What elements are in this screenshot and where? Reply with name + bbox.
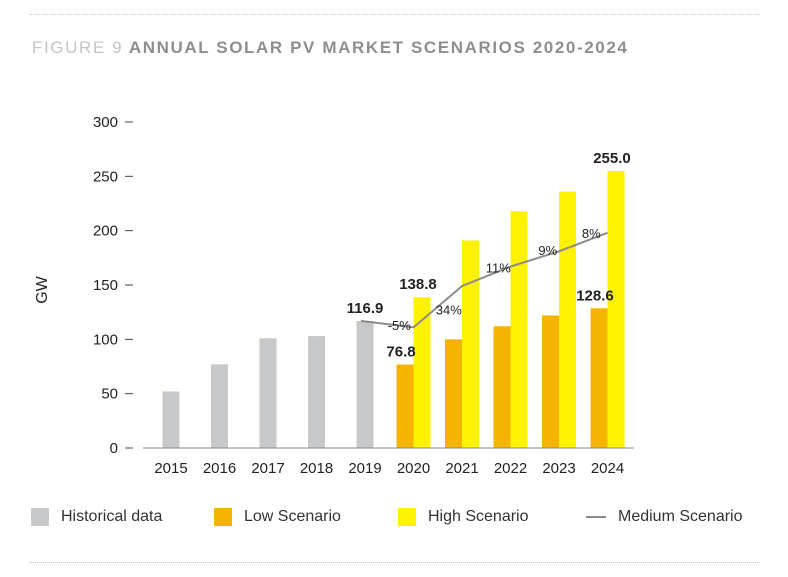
growth-label: -5% bbox=[388, 318, 412, 333]
y-tick-label: 100 bbox=[93, 331, 118, 348]
bar-historical bbox=[308, 336, 325, 448]
top-divider bbox=[30, 14, 760, 15]
x-tick-label: 2017 bbox=[251, 460, 284, 477]
data-label: 76.8 bbox=[386, 344, 415, 361]
x-axis: 2015 2016 2017 2018 2019 2020 2021 2022 2023 2024 bbox=[143, 447, 634, 477]
legend-swatch-medium bbox=[586, 516, 606, 518]
data-label: 116.9 bbox=[347, 300, 384, 317]
x-tick-label: 2024 bbox=[591, 460, 624, 477]
medium-scenario-line bbox=[360, 231, 608, 329]
legend-item-low: Low Scenario bbox=[214, 508, 341, 526]
legend-swatch-historical bbox=[31, 508, 49, 526]
legend-item-high: High Scenario bbox=[398, 508, 529, 526]
bar-low-scenario bbox=[493, 326, 511, 448]
x-tick-label: 2016 bbox=[203, 460, 236, 477]
y-tick-label: 300 bbox=[93, 114, 118, 131]
legend: Historical data Low Scenario High Scenar… bbox=[0, 508, 788, 534]
growth-label: 34% bbox=[436, 303, 462, 318]
bar-low-scenario bbox=[445, 339, 462, 448]
data-labels: 116.9 138.8 76.8 255.0 128.6 -5% 34% 11% 9% 8% bbox=[347, 150, 631, 361]
x-tick-label: 2018 bbox=[300, 460, 333, 477]
growth-label: 9% bbox=[538, 243, 557, 258]
x-tick-label: 2020 bbox=[397, 460, 430, 477]
bar-low-scenario bbox=[542, 315, 559, 448]
medium-scenario-line-group bbox=[360, 231, 608, 329]
x-tick-label: 2019 bbox=[348, 460, 381, 477]
x-tick-label: 2022 bbox=[494, 460, 527, 477]
figure-title: FIGURE 9 ANNUAL SOLAR PV MARKET SCENARIO… bbox=[32, 38, 628, 58]
x-tick-label: 2021 bbox=[445, 460, 478, 477]
bar-historical bbox=[259, 338, 277, 448]
bar-low-scenario bbox=[590, 308, 608, 448]
bottom-divider bbox=[30, 562, 760, 563]
data-label: 128.6 bbox=[576, 287, 614, 304]
y-tick-label: 150 bbox=[93, 277, 118, 294]
figure-title-text: ANNUAL SOLAR PV MARKET SCENARIOS 2020-20… bbox=[128, 38, 629, 57]
bar-chart: 0 50 100 150 200 250 300 GW 116.9 138.8 76.8 255.… bbox=[34, 114, 634, 477]
bar-historical bbox=[211, 364, 228, 448]
legend-item-historical: Historical data bbox=[31, 508, 162, 526]
bar-high-scenario bbox=[559, 191, 576, 448]
legend-swatch-low bbox=[214, 508, 232, 526]
bar-historical bbox=[356, 320, 374, 448]
data-label: 138.8 bbox=[399, 276, 437, 293]
data-label: 255.0 bbox=[593, 150, 631, 167]
bar-high-scenario bbox=[607, 170, 625, 448]
legend-label-medium: Medium Scenario bbox=[618, 508, 743, 525]
legend-label-high: High Scenario bbox=[428, 508, 529, 525]
legend-label-historical: Historical data bbox=[61, 508, 163, 525]
y-tick-label: 0 bbox=[110, 440, 118, 457]
y-tick-label: 250 bbox=[93, 168, 118, 185]
x-tick-label: 2023 bbox=[542, 460, 575, 477]
x-tick-label: 2015 bbox=[154, 460, 187, 477]
bar-historical bbox=[162, 391, 180, 448]
legend-label-low: Low Scenario bbox=[244, 508, 341, 525]
growth-label: 8% bbox=[582, 226, 601, 241]
y-axis: 0 50 100 150 200 250 300 bbox=[93, 114, 133, 457]
bar-high-scenario bbox=[413, 297, 431, 448]
bars bbox=[162, 170, 625, 448]
legend-item-medium: Medium Scenario bbox=[586, 508, 743, 526]
y-axis-label: GW bbox=[34, 275, 51, 303]
bar-high-scenario bbox=[510, 211, 528, 448]
bar-high-scenario bbox=[462, 240, 479, 448]
legend-swatch-high bbox=[398, 508, 416, 526]
bar-low-scenario bbox=[396, 364, 414, 448]
figure-number: FIGURE 9 bbox=[32, 38, 124, 57]
y-tick-label: 200 bbox=[93, 223, 118, 240]
growth-label: 11% bbox=[486, 260, 511, 275]
y-tick-label: 50 bbox=[101, 386, 118, 403]
